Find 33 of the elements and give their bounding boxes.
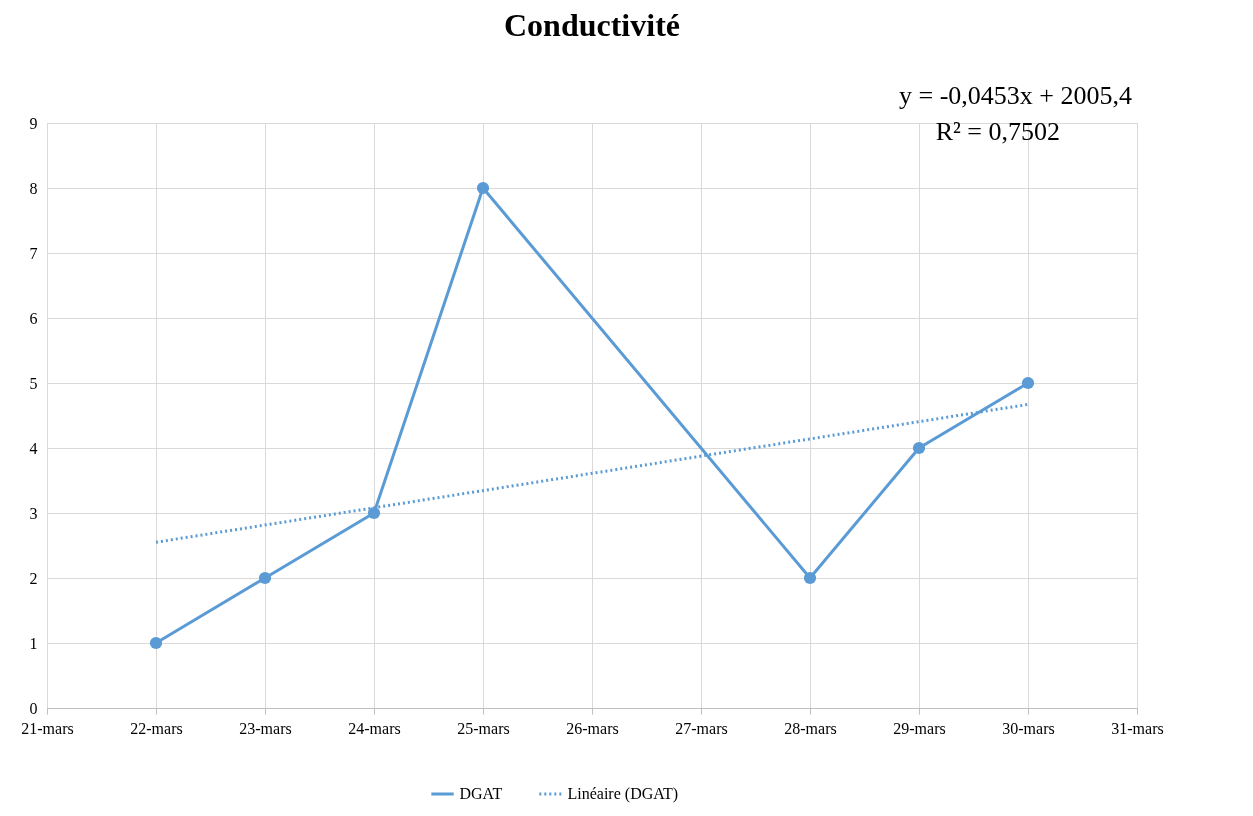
annotation: R² = 0,7502 [935, 117, 1060, 146]
x-tick-label: 30-mars [1002, 719, 1055, 737]
y-tick-label: 9 [29, 114, 38, 132]
y-tick-label: 1 [29, 634, 38, 652]
y-tick-label: 6 [29, 309, 38, 327]
x-tick-label: 26-mars [566, 719, 619, 737]
x-tick-label: 29-mars [893, 719, 946, 737]
y-tick-label: 0 [29, 699, 38, 717]
x-tick-label: 27-mars [675, 719, 728, 737]
legend-label: DGAT [459, 785, 503, 802]
point [258, 571, 272, 585]
point [912, 441, 926, 455]
y-tick-label: 4 [29, 439, 38, 457]
x-tick-label: 22-mars [130, 719, 183, 737]
y-tick-label: 3 [29, 504, 38, 522]
legend-label: Linéaire (DGAT) [567, 785, 679, 803]
chart-title: Conductivité [504, 7, 680, 43]
point [149, 636, 163, 650]
x-tick-label: 28-mars [784, 719, 837, 737]
point [803, 571, 817, 585]
x-tick-label: 21-mars [21, 719, 74, 737]
point [367, 506, 381, 520]
x-tick-label: 23-mars [239, 719, 292, 737]
y-tick-label: 5 [29, 374, 38, 392]
y-tick-label: 8 [29, 179, 38, 197]
x-tick-label: 25-mars [457, 719, 510, 737]
y-tick-label: 7 [29, 244, 38, 262]
x-tick-label: 24-mars [348, 719, 401, 737]
text: y = -0,0453x + 2005,4 [899, 81, 1132, 110]
point [1021, 376, 1035, 390]
x-tick-label: 31-mars [1111, 719, 1164, 737]
y-tick-label: 2 [29, 569, 38, 587]
point [476, 181, 490, 195]
